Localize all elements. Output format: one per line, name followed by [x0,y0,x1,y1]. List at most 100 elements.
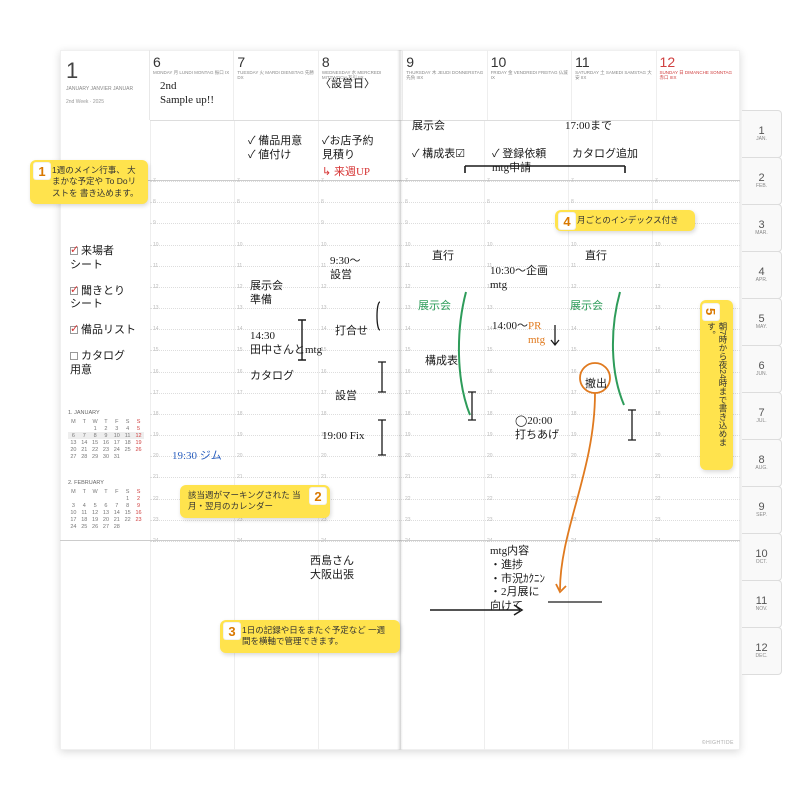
hour-tick: 14 [237,326,243,332]
month-tab[interactable]: 3MAR. [742,204,782,252]
feature-callout: 5朝7時から夜24時まで書き込めます。 [700,300,733,470]
tab-month: DEC. [756,654,768,660]
todo-label: カタログ 用意 [70,350,125,376]
hour-tick: 8 [321,199,324,205]
day-subtitle: MONDAY 月 LUNDI MONTAG 振口 IX [153,70,230,75]
handwritten-note: 打合せ [335,325,368,339]
day-number: 11 [575,54,652,70]
month-number: 1 [66,58,143,84]
hour-tick: 21 [405,474,411,480]
hour-tick: 23 [571,517,577,523]
month-tab[interactable]: 11NOV. [742,580,782,628]
hour-tick: 18 [571,411,577,417]
hour-tick: 8 [487,199,490,205]
handwritten-note: 〈設営日〉 [320,78,375,92]
month-block: 1 JANUARY JANVIER JANUAR 2nd Week · 2025 [60,50,150,120]
month-tab[interactable]: 1JAN. [742,110,782,158]
handwritten-note: ↳ 来週UP [322,166,370,180]
handwritten-note: 19:30 ジム [172,450,222,464]
month-tab[interactable]: 5MAY. [742,298,782,346]
day-header: 7 TUESDAY 火 MARDI DIENSTAG 先勝 DX [234,50,318,120]
day-header: 10 FRIDAY 金 VENDREDI FREITAG 仏滅 IX [488,50,572,120]
hour-tick: 20 [153,453,159,459]
handwritten-note: 19:00 Fix [322,430,364,444]
hour-tick: 21 [153,474,159,480]
checkbox-icon [70,352,78,360]
hour-tick: 20 [321,453,327,459]
hour-tick: 8 [237,199,240,205]
month-tab[interactable]: 4APR. [742,251,782,299]
hour-tick: 21 [487,474,493,480]
month-tab[interactable]: 8AUG. [742,439,782,487]
hour-tick: 14 [405,326,411,332]
mini-calendar: 2. FEBRUARYMTWTFSS1234567891011121314151… [68,480,144,530]
day-number: 12 [660,54,737,70]
tab-month: NOV. [756,607,768,613]
handwritten-note: 設営 [335,390,357,404]
feature-callout: 4月ごとのインデックス付き [555,210,695,231]
month-tab[interactable]: 9SEP. [742,486,782,534]
hour-tick: 22 [655,496,661,502]
month-tab[interactable]: 2FEB. [742,157,782,205]
hour-tick: 15 [487,347,493,353]
month-tab[interactable]: 12DEC. [742,627,782,675]
handwritten-note: 西島さん 大阪出張 [310,555,354,583]
hour-tick: 19 [153,432,159,438]
day-header: 12 SUNDAY 日 DIMANCHE SONNTAG 赤口 IIIX [657,50,740,120]
hour-tick: 10 [237,242,243,248]
hour-tick: 13 [487,305,493,311]
hour-tick: 12 [321,284,327,290]
hour-tick: 20 [405,453,411,459]
hour-tick: 13 [237,305,243,311]
hour-tick: 7 [655,178,658,184]
handwritten-note: 撤出 [585,378,607,392]
hour-tick: 10 [321,242,327,248]
hour-tick: 7 [153,178,156,184]
todo-label: 備品リスト [81,324,136,336]
hour-tick: 15 [237,347,243,353]
hour-tick: 9 [405,220,408,226]
hour-tick: 16 [237,369,243,375]
month-tab[interactable]: 6JUN. [742,345,782,393]
handwritten-note: 構成表 [425,355,458,369]
hour-tick: 22 [405,496,411,502]
tab-month: JUN. [756,372,767,378]
handwritten-note: ✓ 備品用意 ✓ 値付け [248,135,302,163]
callout-number: 3 [223,622,241,640]
callout-number: 4 [558,212,576,230]
hour-tick: 19 [487,432,493,438]
handwritten-note: 2nd Sample up!! [160,80,214,108]
hour-tick: 8 [153,199,156,205]
hour-tick: 18 [153,411,159,417]
hour-tick: 12 [405,284,411,290]
callout-number: 2 [309,487,327,505]
tab-month: MAY. [756,325,767,331]
hour-tick: 11 [237,263,242,269]
callout-number: 1 [33,162,51,180]
hour-tick: 23 [405,517,411,523]
day-subtitle: FRIDAY 金 VENDREDI FREITAG 仏滅 IX [491,70,568,81]
hour-tick: 21 [655,474,661,480]
hour-tick: 17 [571,390,577,396]
mini-cal-title: 1. JANUARY [68,410,144,416]
hour-tick: 7 [237,178,240,184]
hour-tick: 18 [405,411,411,417]
day-number: 6 [153,54,230,70]
hour-tick: 13 [321,305,327,311]
hour-tick: 14 [655,326,661,332]
day-subtitle: SATURDAY 土 SAMEDI SAMSTAG 大安 IIX [575,70,652,81]
handwritten-note: カタログ [250,370,294,384]
month-tab[interactable]: 10OCT. [742,533,782,581]
hour-tick: 9 [321,220,324,226]
hour-tick: 8 [405,199,408,205]
hour-tick: 17 [321,390,327,396]
hour-tick: 13 [405,305,411,311]
hour-tick: 12 [655,284,661,290]
hour-tick: 16 [405,369,411,375]
hour-tick: 19 [655,432,661,438]
tab-month: MAR. [755,231,768,237]
month-tab[interactable]: 7JUL. [742,392,782,440]
hour-tick: 17 [153,390,159,396]
day-subtitle: THURSDAY 木 JEUDI DONNERSTAG 先負 IIIX [406,70,483,81]
tab-month: FEB. [756,184,767,190]
